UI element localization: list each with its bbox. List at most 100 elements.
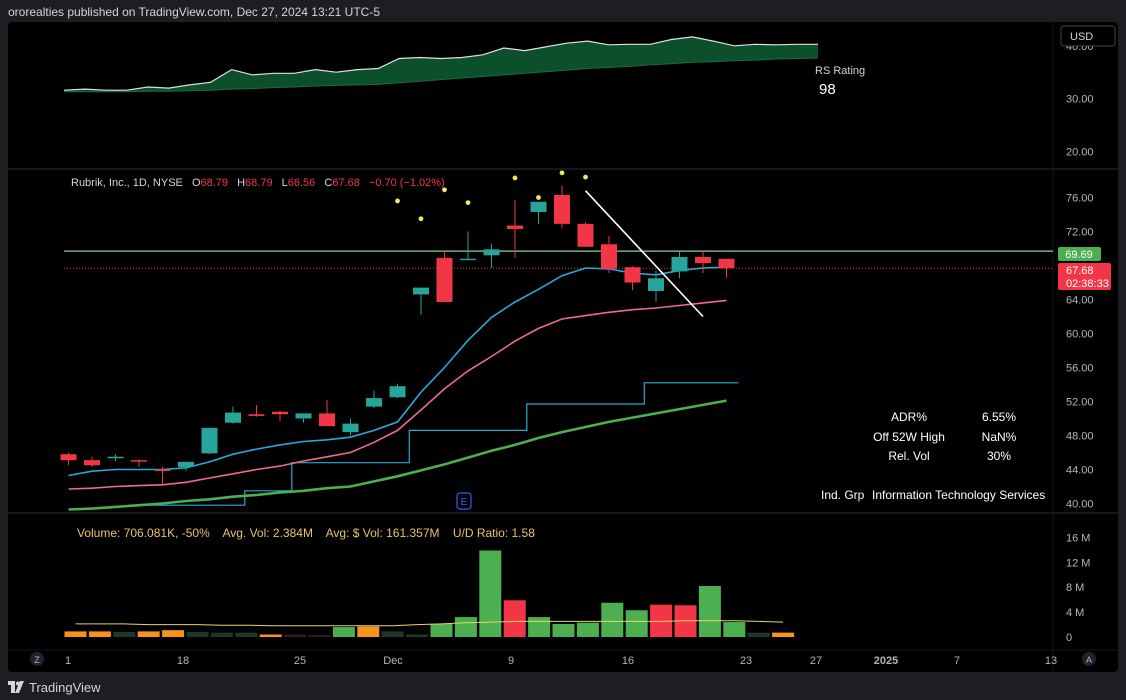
signal-dot <box>512 175 518 181</box>
candle <box>671 251 688 279</box>
volume-bar <box>503 600 526 637</box>
countdown-value: 02:38:33 <box>1066 278 1109 290</box>
candle <box>460 231 476 261</box>
candle <box>60 452 77 466</box>
candle-body <box>107 456 124 459</box>
volume-axis-tick: 16 M <box>1066 532 1090 544</box>
stat-off-high-label: Off 52W High <box>873 430 945 444</box>
volume-legend-text: Volume: 706.081K, -50% Avg. Vol: 2.384M … <box>77 526 535 540</box>
legend-change: −0.70 (−1.02%) <box>369 177 445 189</box>
candle <box>225 406 241 424</box>
time-axis-tick: 16 <box>622 655 634 667</box>
earnings-marker-label[interactable]: E <box>461 497 468 508</box>
volume-bar <box>332 627 355 637</box>
volume-legend-dollar: Avg: $ Vol: 161.357M <box>326 526 440 540</box>
left-button-circle[interactable] <box>30 652 44 666</box>
trendline[interactable] <box>584 190 704 318</box>
candle <box>554 185 570 229</box>
volume-bar <box>650 604 673 637</box>
candle <box>154 466 171 484</box>
candle-body <box>225 412 241 423</box>
footer-brand[interactable]: TradingView <box>8 678 101 696</box>
stat-rel-vol-label: Rel. Vol <box>888 449 929 463</box>
candle-body <box>248 414 265 416</box>
candle <box>272 410 288 422</box>
time-axis-tick: 18 <box>177 655 189 667</box>
ind-grp-value: Information Technology Services <box>872 488 1045 502</box>
candle <box>436 251 453 303</box>
legend-close-label: C <box>324 177 332 189</box>
volume-bar <box>430 623 453 637</box>
volume-bar <box>284 634 307 637</box>
volume-legend-ud: U/D Ratio: 1.58 <box>453 526 535 540</box>
volume-bar <box>528 617 551 637</box>
left-button-label[interactable]: Z <box>34 655 40 665</box>
volume-bar <box>479 550 502 637</box>
chart-svg[interactable]: 76.00 72.00 64.00 60.00 56.00 52.00 48.00 44.00… <box>8 22 1118 672</box>
time-axis-tick: 2025 <box>874 655 898 667</box>
volume-bar <box>308 635 331 637</box>
symbol-legend[interactable]: Rubrik, Inc., 1D, NYSE O68.79 H68.79 L66… <box>71 177 445 189</box>
candle-body <box>342 423 359 433</box>
candle-body <box>319 413 335 427</box>
legend-text[interactable]: Rubrik, Inc., 1D, NYSE O68.79 H68.79 L66… <box>71 177 445 189</box>
ma-mid-line <box>68 299 727 490</box>
volume-bar <box>698 585 721 637</box>
signal-dot <box>395 198 400 204</box>
currency-button-frame[interactable] <box>1060 25 1116 47</box>
candle <box>389 383 406 399</box>
signal-dot <box>559 170 565 176</box>
time-axis-tick: 27 <box>810 655 822 667</box>
candle <box>577 222 594 247</box>
candle-body <box>601 244 617 269</box>
volume-bar <box>186 632 209 637</box>
price-axis-tick: 76.00 <box>1066 193 1094 205</box>
legend-symbol[interactable]: Rubrik, Inc., 1D, NYSE <box>71 177 183 189</box>
price-axis-tick: 60.00 <box>1066 329 1094 341</box>
candle-body <box>436 257 453 303</box>
volume-pane <box>64 550 795 637</box>
candle <box>366 390 382 409</box>
rs-axis-tick: 20.00 <box>1066 146 1094 158</box>
candle <box>648 270 664 303</box>
stat-adr-label: ADR% <box>891 410 927 424</box>
volume-bar <box>357 626 380 637</box>
candle-body <box>413 287 429 295</box>
volume-axis-tick: 0 <box>1066 632 1072 644</box>
time-axis-tick: 1 <box>65 655 71 667</box>
signal-dot <box>442 187 447 193</box>
auto-scale-right-button[interactable]: A <box>1082 652 1096 666</box>
candle <box>695 251 711 274</box>
time-axis-tick: 13 <box>1045 655 1057 667</box>
candle <box>295 413 312 423</box>
earnings-marker[interactable]: E <box>456 492 472 510</box>
published-caption: ororealties published on TradingView.com… <box>8 5 380 19</box>
stat-rel-vol-value: 30% <box>987 449 1011 463</box>
candle-body <box>577 223 594 247</box>
price-axis-tick: 40.00 <box>1066 499 1094 511</box>
time-axis-tick: 9 <box>508 655 514 667</box>
chart-frame[interactable]: 76.00 72.00 64.00 60.00 56.00 52.00 48.00 44.00… <box>8 22 1118 672</box>
price-axis-tick: 44.00 <box>1066 465 1094 477</box>
rs-fill-area <box>64 36 818 92</box>
candle-body <box>718 258 735 269</box>
volume-bar <box>113 632 136 637</box>
candle <box>178 461 194 472</box>
rs-pane <box>63 36 819 93</box>
currency-button[interactable]: USD <box>1060 25 1116 47</box>
right-button-circle[interactable] <box>1082 652 1096 666</box>
signal-dot <box>536 195 541 200</box>
legend-low-value: 66.56 <box>288 177 316 189</box>
candle <box>507 200 523 258</box>
candle <box>248 404 265 417</box>
earnings-marker-frame[interactable] <box>456 492 472 510</box>
stats-table: ADR% 6.55% Off 52W High NaN% Rel. Vol 30… <box>821 410 1045 502</box>
currency-button-label[interactable]: USD <box>1070 31 1093 43</box>
right-button-label[interactable]: A <box>1086 655 1092 665</box>
footer-brand-label: TradingView <box>29 679 101 695</box>
auto-scale-left-button[interactable]: Z <box>30 652 44 666</box>
legend-low-label: L <box>282 177 288 189</box>
volume-bar <box>235 632 258 637</box>
candle <box>718 258 735 278</box>
candle-body <box>201 427 218 454</box>
